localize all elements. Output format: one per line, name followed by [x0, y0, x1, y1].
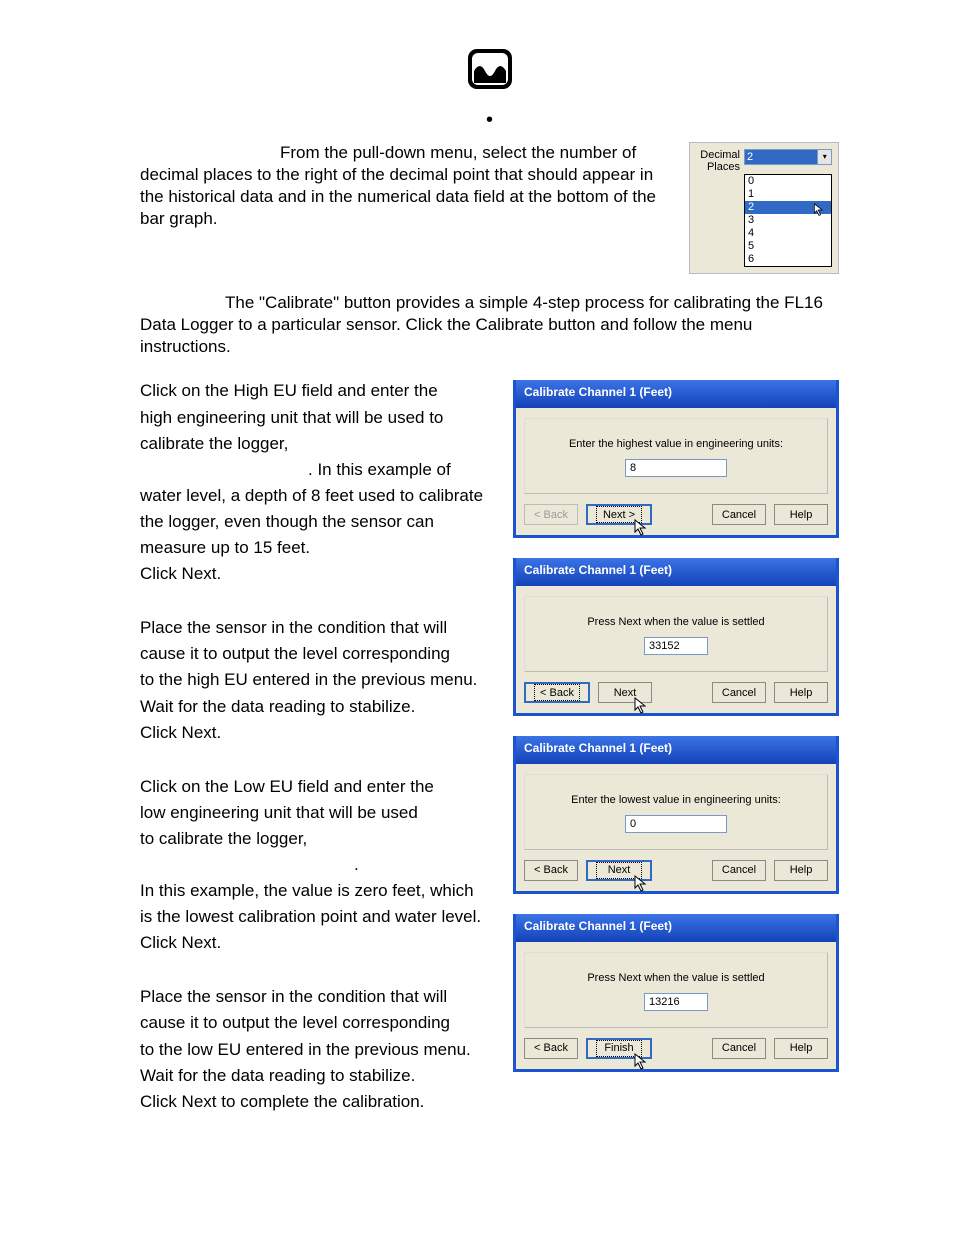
decimal-option[interactable]: 5	[745, 240, 831, 253]
help-button[interactable]: Help	[774, 860, 828, 881]
step3-line: In this example, the value is zero feet,…	[140, 880, 495, 902]
dialog-prompt: Enter the lowest value in engineering un…	[533, 793, 819, 807]
step3-line: .	[140, 854, 495, 876]
dialog-value-input[interactable]: 0	[625, 815, 727, 833]
help-button[interactable]: Help	[774, 504, 828, 525]
dialog-value-input[interactable]: 33152	[644, 637, 708, 655]
dialog-titlebar: Calibrate Channel 1 (Feet)	[516, 736, 836, 764]
dialog-titlebar: Calibrate Channel 1 (Feet)	[516, 380, 836, 408]
step1-line: . In this example of	[140, 459, 495, 481]
step1-line: Click Next.	[140, 563, 495, 585]
decimal-paragraph: From the pull-down menu, select the numb…	[140, 142, 671, 230]
step3-line: low engineering unit that will be used	[140, 802, 495, 824]
decimal-label: Decimal Places	[696, 149, 740, 173]
decimal-dropdown-list[interactable]: 0 1 2 3 4 5 6	[744, 174, 832, 267]
step3-line: is the lowest calibration point and wate…	[140, 906, 495, 928]
step4-line: Place the sensor in the condition that w…	[140, 986, 495, 1008]
step4-line: Click Next to complete the calibration.	[140, 1091, 495, 1113]
back-button: < Back	[524, 504, 578, 525]
step1-line: water level, a depth of 8 feet used to c…	[140, 485, 495, 507]
step2-line: Wait for the data reading to stabilize.	[140, 696, 495, 718]
decimal-option[interactable]: 1	[745, 188, 831, 201]
dialog-value-input[interactable]: 8	[625, 459, 727, 477]
decimal-selected-value[interactable]	[744, 149, 818, 165]
step4-line: Wait for the data reading to stabilize.	[140, 1065, 495, 1087]
back-button[interactable]: < Back	[524, 682, 590, 703]
step3-line: Click Next.	[140, 932, 495, 954]
cancel-button[interactable]: Cancel	[712, 860, 766, 881]
cancel-button[interactable]: Cancel	[712, 1038, 766, 1059]
decimal-option[interactable]: 6	[745, 253, 831, 266]
dialog-value-input[interactable]: 13216	[644, 993, 708, 1011]
finish-button[interactable]: Finish	[586, 1038, 652, 1059]
dialog-titlebar: Calibrate Channel 1 (Feet)	[516, 914, 836, 942]
cancel-button[interactable]: Cancel	[712, 504, 766, 525]
step2-line: Click Next.	[140, 722, 495, 744]
chevron-down-icon[interactable]: ▾	[818, 149, 832, 165]
decimal-option[interactable]: 0	[745, 175, 831, 188]
dialog-prompt: Enter the highest value in engineering u…	[533, 437, 819, 451]
next-button[interactable]: Next	[586, 860, 652, 881]
step3-line: Click on the Low EU field and enter the	[140, 776, 495, 798]
step4-line: to the low EU entered in the previous me…	[140, 1039, 495, 1061]
bullet-separator: •	[140, 110, 839, 130]
cancel-button[interactable]: Cancel	[712, 682, 766, 703]
step2-line: to the high EU entered in the previous m…	[140, 669, 495, 691]
calibrate-dialog: Calibrate Channel 1 (Feet) Enter the lowe…	[513, 736, 839, 894]
calibrate-dialog: Calibrate Channel 1 (Feet) Press Next whe…	[513, 914, 839, 1072]
decimal-places-widget: Decimal Places ▾ 0 1 2 3 4 5 6	[689, 142, 839, 274]
dialog-titlebar: Calibrate Channel 1 (Feet)	[516, 558, 836, 586]
help-button[interactable]: Help	[774, 682, 828, 703]
dialog-prompt: Press Next when the value is settled	[533, 615, 819, 629]
calibrate-intro: The "Calibrate" button provides a simple…	[140, 292, 839, 358]
calibrate-dialog: Calibrate Channel 1 (Feet) Press Next whe…	[513, 558, 839, 716]
help-button[interactable]: Help	[774, 1038, 828, 1059]
decimal-option[interactable]: 4	[745, 227, 831, 240]
decimal-combobox[interactable]: ▾	[744, 149, 832, 165]
logo-icon	[467, 48, 513, 90]
step1-line: calibrate the logger,	[140, 433, 495, 455]
step4-line: cause it to output the level correspondi…	[140, 1012, 495, 1034]
back-button[interactable]: < Back	[524, 860, 578, 881]
step3-line: to calibrate the logger,	[140, 828, 495, 850]
back-button[interactable]: < Back	[524, 1038, 578, 1059]
step2-line: Place the sensor in the condition that w…	[140, 617, 495, 639]
next-button[interactable]: Next	[598, 682, 652, 703]
step1-line: measure up to 15 feet.	[140, 537, 495, 559]
next-button[interactable]: Next >	[586, 504, 652, 525]
cursor-icon	[813, 203, 825, 217]
step2-line: cause it to output the level correspondi…	[140, 643, 495, 665]
calibrate-dialog: Calibrate Channel 1 (Feet) Enter the high…	[513, 380, 839, 538]
step1-line: the logger, even though the sensor can	[140, 511, 495, 533]
step1-line: Click on the High EU field and enter the	[140, 380, 495, 402]
step1-line: high engineering unit that will be used …	[140, 407, 495, 429]
dialog-prompt: Press Next when the value is settled	[533, 971, 819, 985]
